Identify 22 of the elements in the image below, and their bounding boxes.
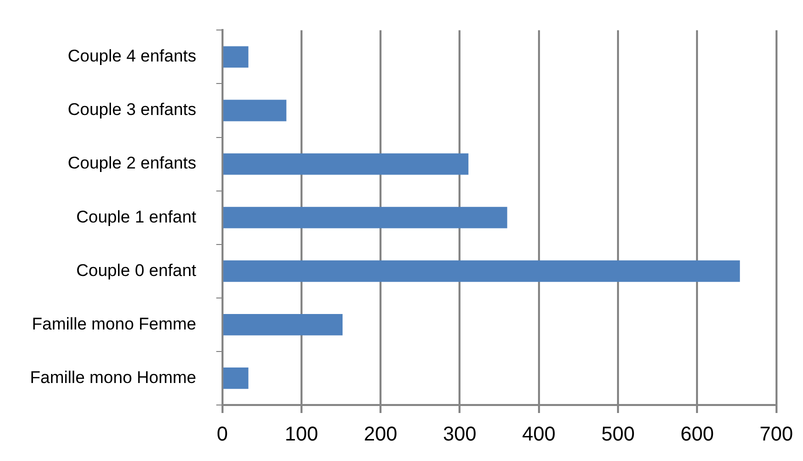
y-tick-label: Famille mono Femme: [32, 314, 196, 334]
x-tick-label: 600: [680, 424, 714, 446]
bar: [223, 260, 740, 282]
x-tick-label: 200: [364, 424, 398, 446]
y-tick-label: Couple 0 enfant: [76, 260, 197, 280]
x-tick-label: 400: [522, 424, 556, 446]
bar: [223, 314, 343, 336]
bar: [223, 368, 248, 389]
y-tick-label: Couple 1 enfant: [76, 207, 197, 226]
x-tick-label: 300: [443, 424, 476, 446]
x-tick-label: 700: [760, 424, 794, 446]
x-tick-label: 0: [216, 424, 228, 446]
y-tick-label: Famille mono Homme: [30, 368, 196, 387]
y-tick-label: Couple 2 enfants: [68, 154, 196, 173]
bar: [223, 206, 508, 228]
bar: [223, 46, 248, 68]
x-tick-label: 500: [601, 424, 635, 446]
bar: [223, 100, 286, 122]
y-tick-label: Couple 3 enfants: [68, 100, 196, 120]
bar: [223, 153, 468, 175]
y-tick-label: Couple 4 enfants: [68, 46, 196, 66]
x-tick-label: 100: [284, 424, 318, 446]
